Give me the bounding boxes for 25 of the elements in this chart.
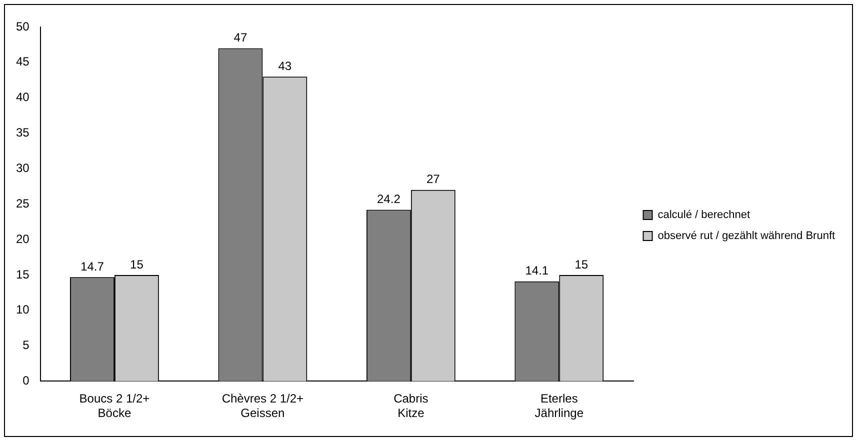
- x-tick-label: Eterles Jährlinge: [534, 392, 584, 420]
- data-label: 24.2: [377, 192, 401, 206]
- data-label: 14.1: [525, 264, 549, 278]
- y-tick-label: 10: [16, 302, 30, 317]
- x-tick-label: Chèvres 2 1/2+ Geissen: [222, 392, 304, 420]
- y-tick-label: 30: [16, 160, 30, 175]
- x-tick-label: Boucs 2 1/2+ Böcke: [79, 392, 150, 420]
- data-label: 14.7: [80, 259, 104, 274]
- y-tick-label: 0: [22, 374, 30, 388]
- data-label: 47: [234, 30, 248, 45]
- y-tick-label: 5: [22, 338, 30, 352]
- data-label: 43: [278, 58, 292, 73]
- data-label: 27: [426, 172, 440, 186]
- x-tick-label: Cabris Kitze: [394, 392, 428, 420]
- data-label: 15: [130, 257, 144, 272]
- legend-label: observé rut / gezählt während Brunft: [658, 230, 836, 242]
- data-label: 15: [574, 257, 588, 272]
- legend-label: calculé / berechnet: [658, 209, 750, 222]
- y-tick-label: 45: [16, 54, 30, 69]
- y-tick-label: 50: [16, 19, 30, 34]
- y-tick-label: 40: [16, 90, 30, 104]
- y-tick-label: 25: [16, 196, 30, 210]
- y-tick-label: 35: [16, 126, 30, 140]
- y-tick-label: 15: [16, 267, 30, 282]
- y-tick-label: 20: [16, 232, 30, 246]
